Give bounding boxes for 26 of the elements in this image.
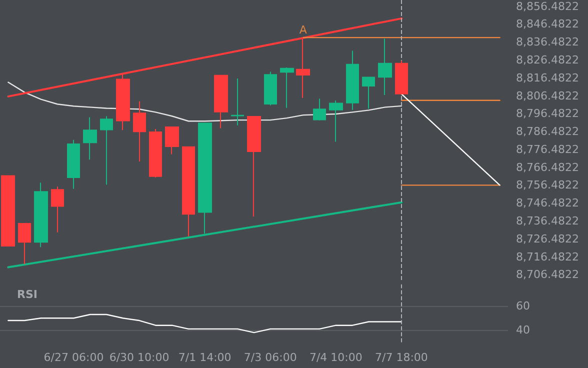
y-tick-label: 60 bbox=[516, 300, 530, 313]
y-tick-label: 8,756.4822 bbox=[516, 178, 579, 192]
y-tick-label: 8,706.4822 bbox=[516, 268, 579, 282]
y-tick-label: 8,796.4822 bbox=[516, 107, 579, 120]
y-tick-label: 8,836.4822 bbox=[516, 36, 579, 49]
x-tick-label: 7/3 06:00 bbox=[244, 351, 297, 364]
annotation: A bbox=[299, 24, 308, 37]
y-tick-label: 40 bbox=[516, 324, 530, 337]
x-tick-label: 6/27 06:00 bbox=[44, 351, 104, 364]
y-tick-label: 8,776.4822 bbox=[516, 142, 579, 156]
x-tick-label: 7/4 10:00 bbox=[309, 351, 362, 364]
y-tick-label: 8,786.4822 bbox=[516, 125, 579, 138]
x-tick-label: 7/7 18:00 bbox=[375, 351, 428, 364]
y-tick-label: 8,846.4822 bbox=[516, 18, 579, 31]
y-tick-label: 8,806.4822 bbox=[516, 89, 579, 102]
y-tick-label: 8,816.4822 bbox=[516, 71, 579, 84]
chart-title: RSI bbox=[17, 288, 38, 301]
y-tick-label: 8,856.4822 bbox=[516, 0, 579, 13]
y-tick-label: 8,826.4822 bbox=[516, 53, 579, 66]
y-tick-label: 8,736.4822 bbox=[516, 214, 579, 228]
y-tick-label: 8,726.4822 bbox=[516, 232, 579, 246]
y-tick-label: 8,716.4822 bbox=[516, 250, 579, 264]
y-tick-label: 8,746.4822 bbox=[516, 196, 579, 210]
x-tick-label: 6/30 10:00 bbox=[109, 351, 170, 364]
y-tick-label: 8,766.4822 bbox=[516, 160, 579, 174]
x-tick-label: 7/1 14:00 bbox=[178, 351, 232, 364]
